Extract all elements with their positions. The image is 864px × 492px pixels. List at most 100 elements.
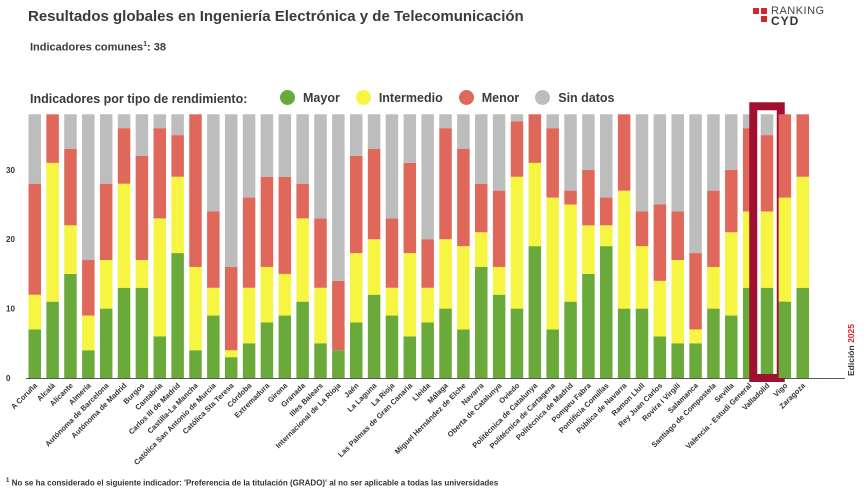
bar-segment-menor — [207, 211, 220, 288]
bar-segment-intermedio — [635, 246, 649, 309]
bar-segment-intermedio — [224, 350, 238, 358]
bar-segment-mayor — [475, 266, 488, 378]
bar-segment-menor — [600, 197, 613, 226]
bar-segment-mayor — [760, 287, 774, 378]
bar-segment-menor — [332, 280, 345, 351]
bar-segment-menor — [367, 148, 381, 240]
legend-swatch — [535, 90, 551, 105]
bar-segment-mayor — [64, 273, 77, 378]
footnote-text: No se ha considerado el siguiente indica… — [9, 478, 499, 488]
bar-segment-mayor — [725, 315, 738, 378]
bar-segment-sin-datos — [421, 114, 434, 240]
bar-segment-sin-datos — [260, 114, 274, 177]
bar-segment-sin-datos — [510, 114, 524, 122]
bar-segment-menor — [28, 183, 41, 295]
bar-segment-mayor — [189, 350, 202, 378]
bar-segment-sin-datos — [475, 114, 488, 184]
bar-segment-sin-datos — [760, 114, 774, 136]
bar-segment-sin-datos — [207, 114, 220, 212]
legend-label: Intermedio — [378, 90, 443, 105]
bar-segment-sin-datos — [296, 114, 309, 184]
bar-segment-intermedio — [564, 204, 577, 302]
bar-segment-sin-datos — [671, 114, 684, 212]
bar-segment-menor — [153, 128, 167, 219]
bar-segment-menor — [296, 183, 309, 219]
legend-item-menor: Menor — [458, 90, 519, 105]
bar-segment-sin-datos — [403, 114, 417, 163]
edition-year: 2025 — [846, 324, 856, 343]
bar-segment-menor — [510, 121, 524, 177]
bar-segment-intermedio — [760, 211, 774, 288]
bar-segment-intermedio — [367, 239, 381, 295]
bar-segment-mayor — [82, 350, 95, 378]
bar-segment-intermedio — [689, 329, 702, 344]
bar-segment-menor — [349, 155, 363, 254]
bar-segment-menor — [189, 114, 202, 267]
bar-segment-sin-datos — [99, 114, 113, 184]
bar-segment-menor — [224, 266, 238, 351]
common-indicators: Indicadores comunes1: 38 — [30, 41, 166, 54]
bar-segment-menor — [528, 114, 542, 163]
bar-segment-menor — [475, 183, 488, 233]
edition-label: Edición 2025 — [846, 324, 856, 376]
bar-segment-intermedio — [135, 260, 149, 288]
bar-segment-sin-datos — [725, 114, 738, 170]
bar-segment-intermedio — [457, 246, 470, 330]
bar-segment-intermedio — [64, 225, 77, 274]
bar-segment-mayor — [707, 308, 720, 378]
bar-segment-mayor — [671, 343, 684, 378]
bar-segment-mayor — [296, 301, 309, 378]
bar-segment-menor — [617, 114, 631, 191]
bar-segment-sin-datos — [64, 114, 77, 149]
bar-segment-menor — [99, 183, 113, 261]
bar-segment-mayor — [421, 322, 434, 378]
bar-segment-sin-datos — [564, 114, 577, 191]
bar-segment-menor — [653, 204, 667, 281]
bar-segment-menor — [64, 148, 77, 226]
bar-segment-mayor — [457, 329, 470, 378]
legend-label: Mayor — [303, 90, 340, 105]
bar-segment-sin-datos — [314, 114, 327, 219]
bar-segment-mayor — [171, 253, 184, 378]
bar-segment-mayor — [600, 246, 613, 378]
bar-segment-menor — [725, 169, 738, 233]
bar-segment-intermedio — [725, 232, 738, 316]
bar-segment-mayor — [99, 308, 113, 378]
bar-segment-intermedio — [546, 197, 559, 330]
bar-segment-mayor — [314, 343, 327, 378]
bar-segment-intermedio — [153, 218, 167, 337]
bar-segment-menor — [671, 211, 684, 261]
bar-segment-mayor — [439, 308, 452, 378]
bar-segment-intermedio — [582, 225, 595, 274]
bar-segment-mayor — [546, 329, 559, 378]
bar-segment-mayor — [332, 350, 345, 378]
bar-segment-sin-datos — [242, 114, 256, 198]
bar-segment-sin-datos — [653, 114, 667, 205]
bar-segment-intermedio — [46, 162, 59, 302]
bar-segment-menor — [564, 190, 577, 205]
footnote-sup: 1 — [6, 478, 10, 484]
bar-segment-mayor — [224, 357, 238, 378]
bar-segment-sin-datos — [492, 114, 506, 191]
bar-segment-intermedio — [171, 176, 184, 254]
bar-segment-sin-datos — [600, 114, 613, 198]
footnote-ref: 1 — [143, 41, 147, 48]
bar-segment-intermedio — [82, 315, 95, 351]
bar-segment-menor — [117, 128, 131, 184]
bar-segment-intermedio — [242, 287, 256, 344]
bar-segment-intermedio — [385, 287, 399, 316]
logo-line1: RANKING — [771, 5, 825, 17]
bar-segment-sin-datos — [153, 114, 167, 129]
bar-segment-mayor — [153, 336, 167, 378]
bar-segment-intermedio — [707, 266, 720, 309]
bar-segment-intermedio — [207, 287, 220, 316]
bar-segment-intermedio — [617, 190, 631, 309]
bar-segment-intermedio — [653, 280, 667, 337]
bar-segment-intermedio — [778, 197, 792, 302]
bar-segment-menor — [260, 176, 274, 267]
bar-segment-intermedio — [475, 232, 488, 267]
bar-segment-menor — [46, 114, 59, 163]
y-tick-label: 0 — [6, 374, 11, 383]
bar-segment-intermedio — [403, 253, 417, 337]
